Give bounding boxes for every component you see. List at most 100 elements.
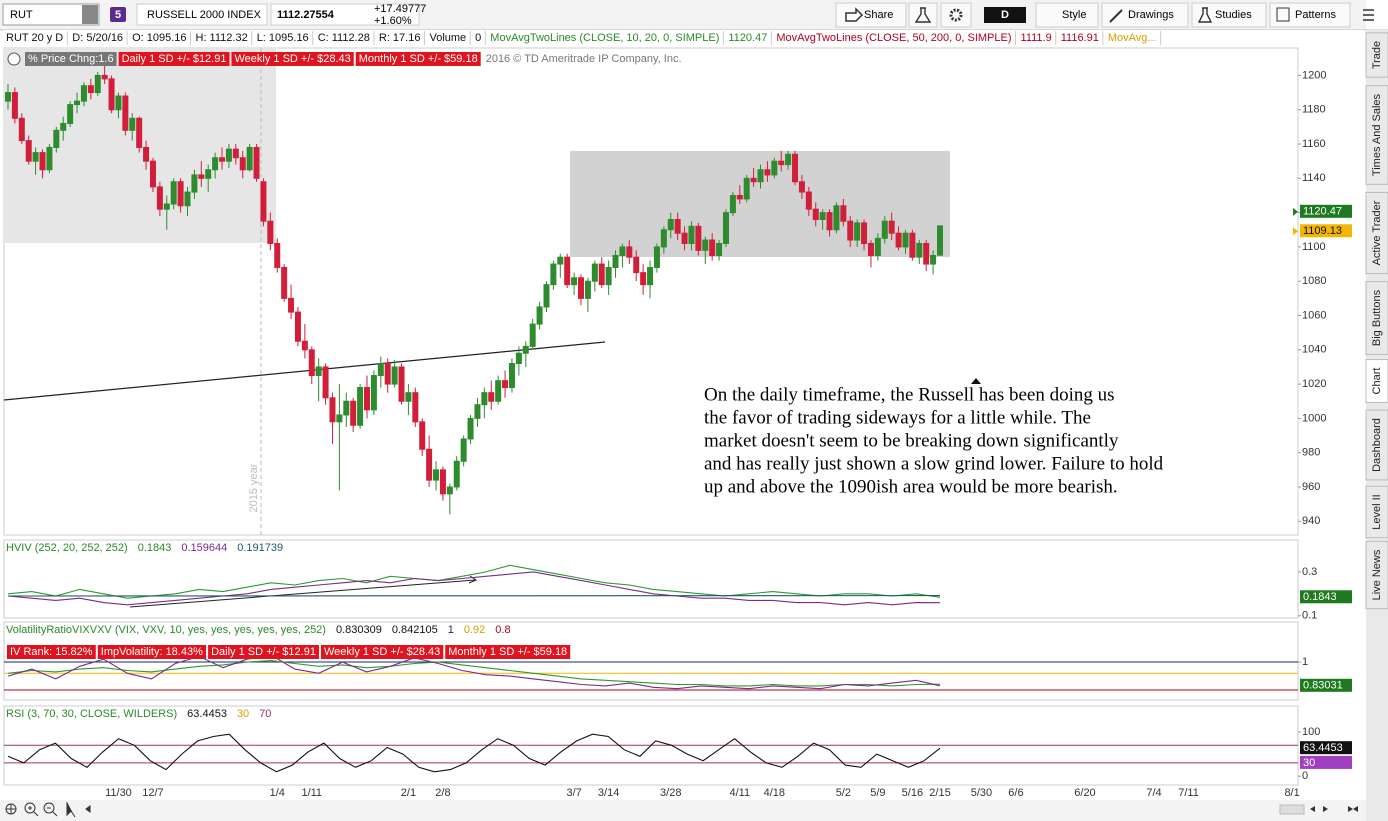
menu-icon[interactable] [1363, 9, 1374, 21]
sidebar-tab[interactable]: Live News [1371, 549, 1383, 600]
y-tick-label: 1200 [1302, 69, 1326, 81]
candle-body [757, 169, 764, 183]
info-item: O: 1095.16 [132, 32, 186, 44]
candle-body [115, 95, 122, 111]
x-tick-label: 6/20 [1074, 787, 1095, 799]
candle-body [205, 169, 212, 179]
candle-body [143, 146, 150, 162]
share-icon [845, 7, 864, 22]
gear-icon [949, 8, 963, 22]
candle-body [736, 194, 743, 200]
candle-body [267, 220, 274, 244]
style-button[interactable] [1035, 2, 1099, 28]
sidebar-tab[interactable]: Times And Sales [1371, 93, 1383, 176]
sidebar-tab[interactable]: Dashboard [1371, 418, 1383, 472]
scroll-controls[interactable] [1279, 804, 1358, 815]
symbol-name: RUSSELL 2000 INDEX [147, 9, 262, 21]
sidebar-tabs: Trade Times And Sales Active Trader Big But… [1365, 32, 1388, 610]
candle-body [315, 366, 322, 377]
sidebar-tab-box[interactable] [1365, 540, 1388, 610]
period-button[interactable] [984, 7, 1026, 23]
info-item: D: 5/20/16 [72, 32, 123, 44]
value-tag [1300, 741, 1352, 755]
study-title: HVIV (252, 20, 252, 252) [6, 542, 128, 554]
candle-body [149, 160, 156, 188]
candle-body [888, 220, 895, 234]
candle-body [253, 146, 260, 179]
candle-body [232, 148, 239, 159]
candle-body [847, 220, 854, 241]
info-item: MovAvgTwoLines (CLOSE, 10, 20, 0, SIMPLE… [490, 32, 719, 44]
candle-body [812, 208, 819, 220]
year-marker: 2015 year [248, 463, 260, 512]
flask-icon [914, 7, 932, 23]
period: D [1001, 9, 1009, 21]
annotation-line: and has really just shown a slow grind l… [704, 453, 1164, 474]
y-tick-label: 1160 [1302, 138, 1326, 150]
info-item: 1111.9 [1021, 32, 1052, 44]
sidebar-tab[interactable]: Active Trader [1371, 200, 1383, 265]
candle-body [294, 311, 301, 342]
study-label: Monthly 1 SD +/- $59.18 [448, 646, 567, 658]
patterns-label: Patterns [1295, 9, 1336, 21]
price-tag [1300, 224, 1352, 238]
symbol-input[interactable] [2, 3, 100, 26]
zoom-controls[interactable] [5, 802, 91, 818]
symbol-dropdown[interactable] [82, 5, 98, 24]
study-label-box [320, 645, 444, 659]
sidebar-tab[interactable]: Big Buttons [1371, 289, 1383, 346]
study-line [7, 571, 941, 606]
study-readout: 0.191739 [237, 542, 283, 554]
study-label: ImpVolatility: 18.43% [101, 646, 203, 658]
patterns-button[interactable] [1269, 2, 1351, 28]
study-readout: 0.830309 [336, 624, 382, 636]
sidebar-tab-box[interactable] [1365, 85, 1388, 185]
candle-body [709, 239, 716, 256]
candle-body [688, 225, 695, 244]
sidebar-tab[interactable]: Chart [1371, 368, 1383, 395]
share-button[interactable] [835, 2, 907, 28]
sidebar-tab[interactable]: Trade [1371, 41, 1383, 69]
sidebar-tab-box[interactable] [1365, 32, 1388, 78]
sidebar-tab-box[interactable] [1365, 359, 1388, 403]
candle-body [467, 417, 474, 440]
candle-body [87, 85, 94, 94]
annotation-line: On the daily timeframe, the Russell has … [704, 384, 1115, 405]
net-change: +17.49777 [374, 3, 426, 15]
candle-body [854, 222, 861, 241]
drawings-label: Drawings [1128, 9, 1174, 21]
info-item: MovAvgTwoLines (CLOSE, 50, 200, 0, SIMPL… [776, 32, 1011, 44]
study-readout: 30 [237, 708, 249, 720]
study-label-box [445, 645, 571, 659]
sidebar-tab[interactable]: Level II [1371, 494, 1383, 529]
sidebar-tab-box[interactable] [1365, 485, 1388, 539]
sidebar-tab-box[interactable] [1365, 191, 1388, 275]
candle-body [212, 157, 219, 171]
info-item: R: 17.16 [379, 32, 421, 44]
flask-button[interactable] [908, 2, 938, 28]
candle-body [398, 366, 405, 402]
studies-button[interactable] [1191, 2, 1267, 28]
y-tick-label: 0.3 [1302, 566, 1317, 578]
x-tick-label: 7/11 [1178, 787, 1199, 799]
candle-body [39, 152, 46, 171]
settings-button[interactable] [940, 2, 972, 28]
candle-body [716, 242, 723, 256]
study-readout: 63.4453 [187, 708, 227, 720]
drawing-box [570, 151, 950, 257]
info-item: H: 1112.32 [196, 32, 248, 44]
annotation-line: up and above the 1090ish area would be m… [704, 476, 1118, 497]
candle-body [453, 460, 460, 488]
link-badge[interactable] [110, 7, 126, 22]
candle-body [25, 140, 32, 162]
studies-label: Studies [1215, 9, 1252, 21]
y-tick-label: 1180 [1302, 104, 1326, 116]
x-tick-label: 12/7 [142, 787, 163, 799]
sidebar-tab-box[interactable] [1365, 281, 1388, 355]
candle-body [543, 284, 550, 308]
x-tick-label: 5/30 [971, 787, 992, 799]
study-frame [3, 539, 1299, 619]
sidebar-tab-box[interactable] [1365, 409, 1388, 481]
